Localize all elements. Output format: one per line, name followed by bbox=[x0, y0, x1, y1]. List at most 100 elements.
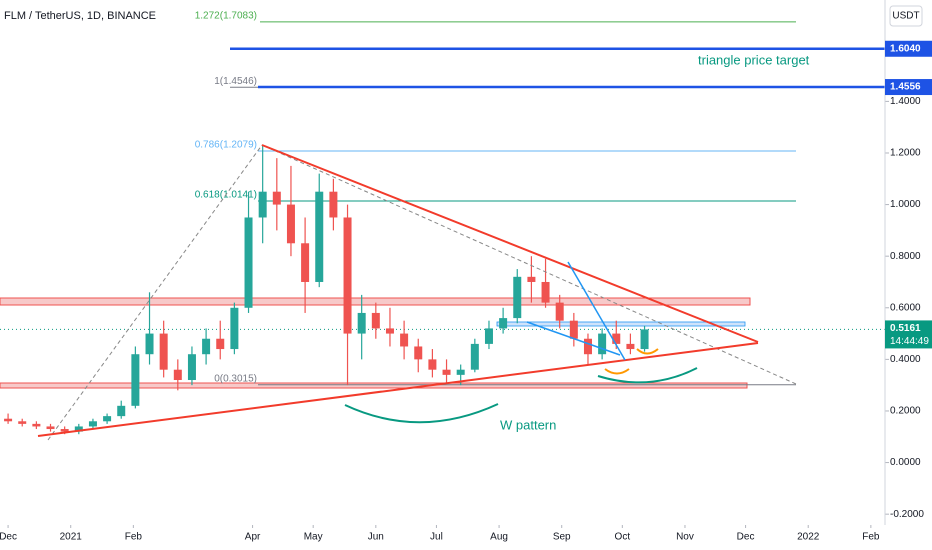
fib-label: 1(1.4546) bbox=[214, 76, 257, 87]
candle-body bbox=[46, 426, 55, 430]
x-tick-label: Sep bbox=[553, 532, 571, 543]
candle-body bbox=[258, 191, 267, 218]
candle-body bbox=[640, 329, 649, 350]
range-box bbox=[496, 321, 746, 327]
candle-body bbox=[626, 343, 635, 350]
candle-body bbox=[371, 312, 380, 329]
candle-body bbox=[513, 276, 522, 319]
last-price-box bbox=[885, 320, 932, 349]
candle-body bbox=[400, 333, 409, 347]
candle-body bbox=[272, 191, 281, 205]
y-tick-label: 0.8000 bbox=[890, 251, 921, 262]
candle-body bbox=[555, 302, 564, 321]
x-tick-label: Apr bbox=[245, 532, 261, 543]
candle-body bbox=[202, 338, 211, 355]
price-box bbox=[885, 79, 932, 96]
x-tick-label: May bbox=[304, 532, 323, 543]
price-label: 1.6040 bbox=[890, 43, 921, 54]
y-tick-label: 0.4000 bbox=[890, 354, 921, 365]
candle-body bbox=[230, 307, 239, 350]
candle-body bbox=[18, 421, 27, 424]
x-tick-label: Oct bbox=[615, 532, 631, 543]
candle-body bbox=[470, 343, 479, 370]
wedge-line bbox=[567, 261, 626, 361]
candle-body bbox=[442, 369, 451, 375]
candle-body bbox=[187, 354, 196, 381]
w-arc bbox=[597, 367, 698, 384]
candle-body bbox=[74, 426, 83, 432]
candle-body bbox=[4, 418, 13, 422]
price-label: 1.4556 bbox=[890, 82, 921, 93]
x-tick-label: Feb bbox=[125, 532, 143, 543]
candle-body bbox=[612, 333, 621, 344]
fib-trend bbox=[47, 144, 263, 441]
countdown: 14:44:49 bbox=[890, 336, 929, 347]
candle-body bbox=[583, 338, 592, 355]
candle-body bbox=[173, 369, 182, 381]
triangle-upper bbox=[261, 144, 759, 343]
candle-body bbox=[301, 243, 310, 282]
candle-body bbox=[103, 416, 112, 422]
candle-body bbox=[32, 423, 41, 427]
y-tick-label: 1.0000 bbox=[890, 199, 921, 210]
fib-label: 0(0.3015) bbox=[214, 373, 257, 384]
candle-body bbox=[541, 281, 550, 303]
x-tick-label: 2021 bbox=[60, 532, 83, 543]
candle-body bbox=[329, 191, 338, 218]
annotation: triangle price target bbox=[698, 52, 810, 67]
candle-body bbox=[499, 318, 508, 329]
candle-body bbox=[569, 320, 578, 339]
arc bbox=[636, 348, 659, 355]
candle-body bbox=[286, 204, 295, 244]
x-tick-label: Jun bbox=[368, 532, 384, 543]
y-tick-label: 0.2000 bbox=[890, 406, 921, 417]
candle-body bbox=[343, 217, 352, 334]
x-tick-label: Aug bbox=[490, 532, 508, 543]
y-tick-label: -0.2000 bbox=[890, 509, 924, 520]
last-price-label: 0.5161 bbox=[890, 323, 921, 334]
candle-body bbox=[598, 333, 607, 355]
arc bbox=[604, 368, 630, 375]
y-tick-label: 0.0000 bbox=[890, 457, 921, 468]
x-tick-label: Feb bbox=[862, 532, 880, 543]
fib-label: 1.272(1.7083) bbox=[195, 10, 257, 21]
x-tick-label: Dec bbox=[737, 532, 755, 543]
candle-body bbox=[315, 191, 324, 282]
support-zone bbox=[0, 382, 748, 389]
candle-body bbox=[60, 429, 69, 432]
currency-box bbox=[889, 5, 923, 27]
candle-body bbox=[244, 217, 253, 308]
x-tick-label: 2022 bbox=[797, 532, 820, 543]
x-tick-label: Jul bbox=[430, 532, 443, 543]
chart-title: FLM / TetherUS, 1D, BINANCE bbox=[4, 10, 156, 22]
price-box bbox=[885, 40, 932, 57]
time-axis bbox=[0, 525, 932, 550]
candle-body bbox=[414, 346, 423, 360]
annotation: W pattern bbox=[500, 417, 556, 432]
candle-body bbox=[145, 333, 154, 355]
x-tick-label: Nov bbox=[676, 532, 694, 543]
resistance-zone bbox=[0, 297, 751, 306]
candle-body bbox=[216, 338, 225, 350]
y-tick-label: 1.4000 bbox=[890, 96, 921, 107]
candle-body bbox=[357, 312, 366, 334]
currency: USDT bbox=[892, 11, 919, 22]
candle-body bbox=[456, 369, 465, 375]
candle-body bbox=[385, 328, 394, 334]
candle-body bbox=[428, 359, 437, 370]
candle-body bbox=[117, 405, 126, 417]
candle-body bbox=[131, 354, 140, 406]
candle-body bbox=[159, 333, 168, 370]
candle-body bbox=[527, 276, 536, 282]
candle-body bbox=[88, 421, 97, 427]
y-tick-label: 1.2000 bbox=[890, 148, 921, 159]
x-tick-label: Dec bbox=[0, 532, 17, 543]
triangle-lower bbox=[37, 342, 759, 437]
candle-body bbox=[484, 328, 493, 344]
fib-label: 0.786(1.2079) bbox=[195, 140, 257, 151]
wedge-line bbox=[526, 321, 621, 356]
y-tick-label: 0.6000 bbox=[890, 302, 921, 313]
w-arc bbox=[344, 403, 499, 424]
